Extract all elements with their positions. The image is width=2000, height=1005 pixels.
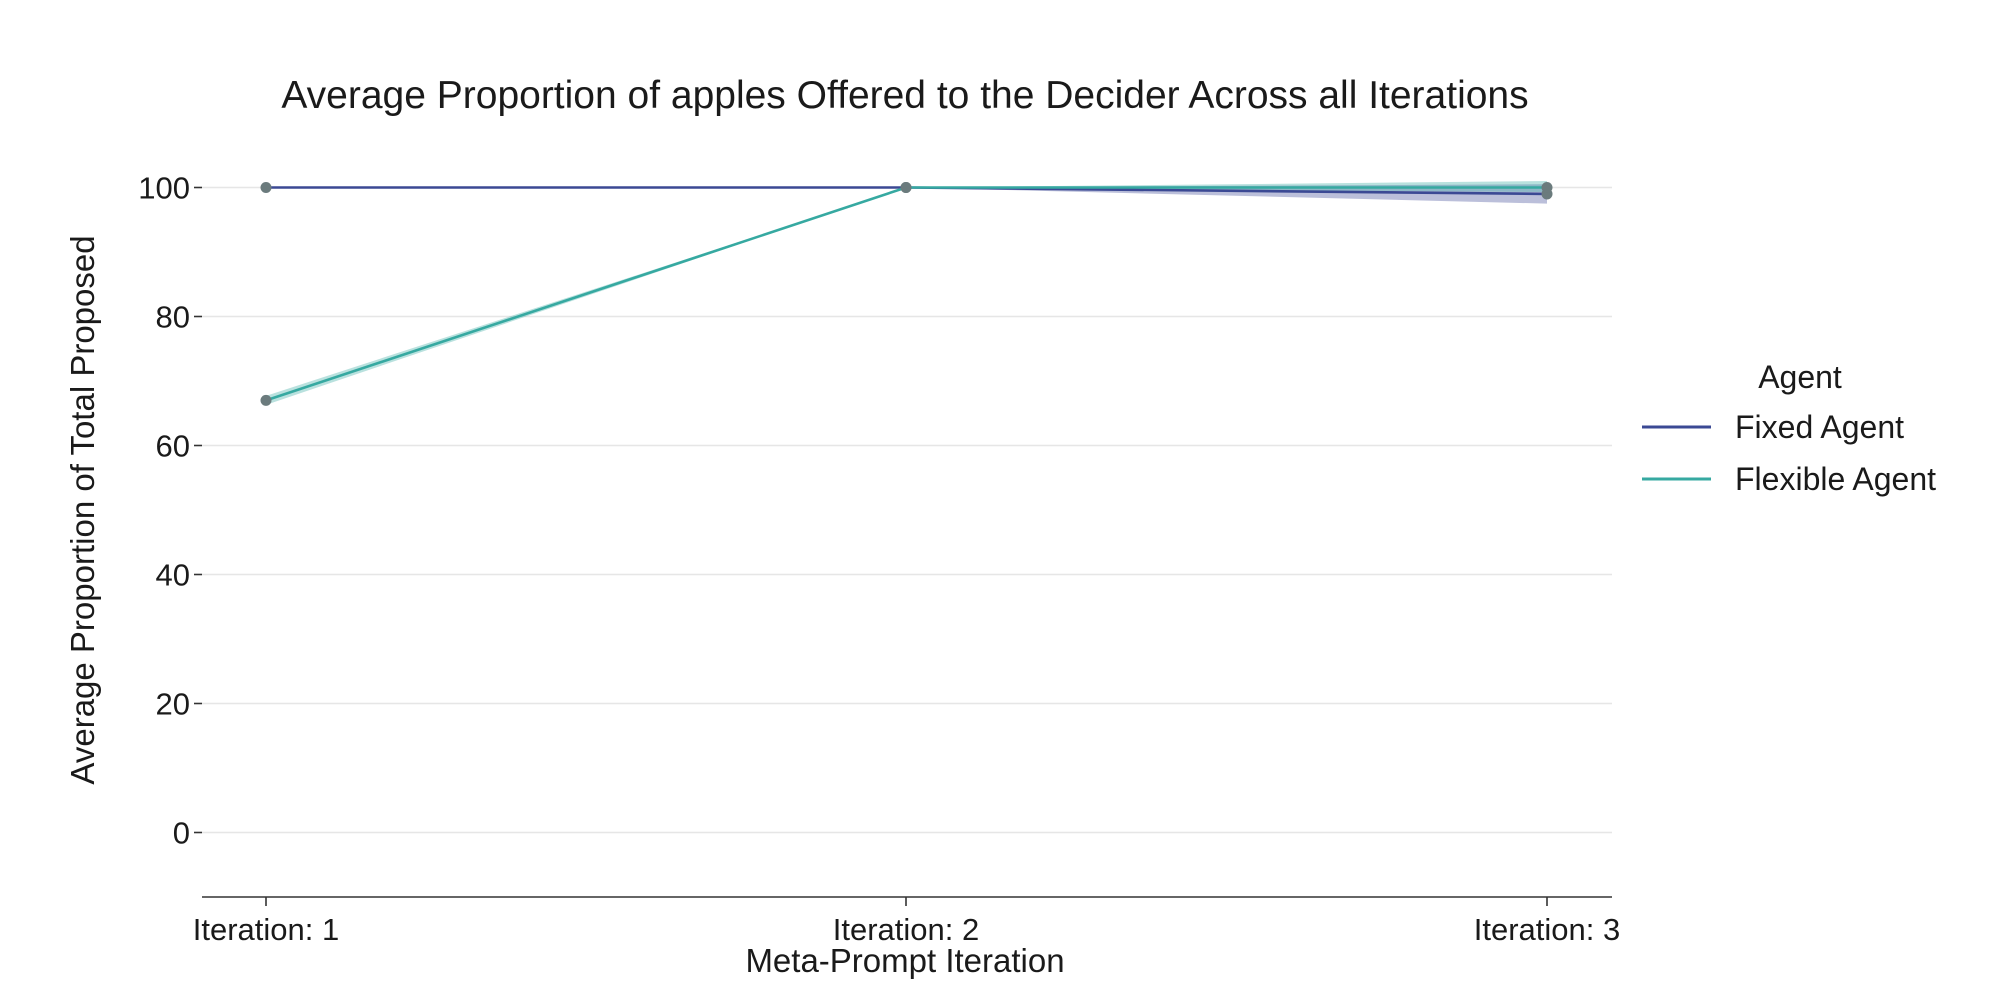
flexible-agent-ci-band [266,181,1547,405]
grid-layer [202,186,1612,834]
y-tick-label: 60 [156,429,190,464]
legend-title: Agent [1758,359,1842,395]
flexible-agent-line [265,186,1547,402]
flexible-agent-point [1541,182,1553,193]
y-tick-label: 20 [156,687,190,722]
y-tick-label: 0 [173,816,190,851]
x-axis-label: Meta-Prompt Iteration [745,942,1064,979]
legend-items: Fixed Agent Flexible Agent [1642,409,1936,497]
x-tick-label: Iteration: 2 [833,912,979,947]
confidence-bands [266,181,1547,405]
y-tick-label: 80 [156,300,190,335]
legend: Agent Fixed Agent Flexible Agent [1642,359,1936,497]
series-lines [265,186,1548,402]
flexible-agent-point [900,182,912,193]
flexible-agent-legend-label: Flexible Agent [1735,461,1936,497]
y-axis-label: Average Proportion of Total Proposed [64,235,101,784]
x-tick-label: Iteration: 1 [193,912,339,947]
y-tick-label: 40 [156,558,190,593]
chart-title: Average Proportion of apples Offered to … [281,74,1528,117]
axes: 0 20 40 60 80 100 Iteration: 1 Iteration: 2 Iter… [138,171,1620,948]
flexible-agent-point [260,394,272,406]
fixed-agent-point [260,182,272,193]
x-tick-label: Iteration: 3 [1474,912,1620,947]
series-markers [260,182,1553,406]
y-tick-label: 100 [138,171,190,206]
fixed-agent-ci-band [266,184,1547,204]
fixed-agent-legend-label: Fixed Agent [1735,409,1904,445]
